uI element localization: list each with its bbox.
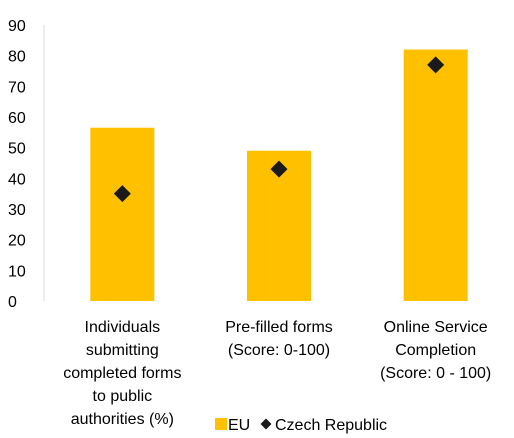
x-category-label-line: authorities (%) [71,411,174,428]
x-category-label-line: Individuals [85,319,161,336]
x-category-label-line: (Score: 0-100) [228,342,330,359]
eu-bar [90,127,155,301]
y-tick-label: 50 [8,141,26,158]
y-tick-label: 40 [8,171,26,188]
x-category-label-line: to public [93,388,153,405]
x-category-label-line: Completion [395,342,476,359]
y-tick-label: 80 [8,49,26,66]
x-category-label-line: submitting [86,342,159,359]
x-category-label-line: Pre-filled forms [225,319,333,336]
legend-eu-swatch [215,418,227,430]
x-category-label-line: Online Service [384,319,488,336]
y-tick-label: 90 [8,18,26,35]
y-tick-label: 70 [8,79,26,96]
x-category-label-line: completed forms [63,365,181,382]
legend-czech-label: Czech Republic [275,417,387,434]
y-tick-label: 20 [8,233,26,250]
x-category-label-line: (Score: 0 - 100) [380,365,491,382]
y-tick-label: 0 [8,294,17,311]
x-category-label: Pre-filled forms (Score: 0-100) [225,319,333,359]
y-tick-label: 30 [8,202,26,219]
czech-markers [113,56,445,203]
x-category-label: Online Service Completion (Score: 0 - 100) [380,319,491,382]
x-category-label: Individuals submitting completed forms to p… [63,319,181,428]
y-tick-label: 60 [8,110,26,127]
czech-republic-marker [270,160,288,178]
legend-eu-label: EU [228,417,250,434]
legend-czech-diamond-icon [260,418,272,430]
czech-republic-marker [427,56,445,74]
czech-republic-marker [113,185,131,203]
y-tick-label: 10 [8,263,26,280]
y-axis: 0 10 20 30 40 50 60 70 80 90 [8,18,45,311]
legend: EU Czech Republic [215,417,387,434]
x-axis-labels: Individuals submitting completed forms to p… [63,319,491,428]
eu-bar [403,49,468,302]
